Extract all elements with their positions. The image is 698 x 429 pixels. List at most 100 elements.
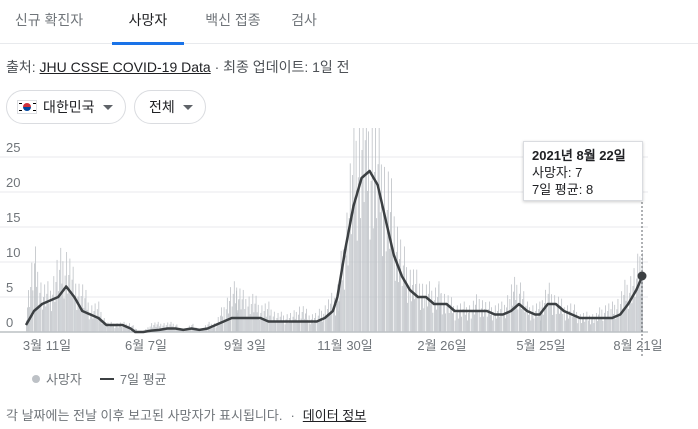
death-bar — [386, 210, 388, 332]
death-bar — [265, 316, 267, 332]
death-bar — [379, 212, 381, 332]
death-bar — [572, 310, 574, 332]
death-bars — [26, 128, 643, 333]
death-bar — [287, 323, 289, 332]
death-bar — [552, 314, 553, 332]
chart-legend: 사망자 7일 평균 — [32, 369, 167, 388]
death-bar — [514, 276, 516, 332]
death-bar — [613, 313, 615, 332]
death-bar — [338, 301, 340, 332]
tab-vaccination[interactable]: 백신 접종 — [205, 12, 261, 28]
death-bar — [562, 313, 564, 332]
death-bar — [390, 212, 391, 332]
death-bar — [522, 299, 524, 332]
death-bar — [472, 300, 474, 332]
death-bar — [361, 150, 363, 332]
death-bar — [392, 248, 394, 332]
death-bar — [600, 317, 602, 332]
tooltip-date: 2021년 8월 22일 — [532, 148, 626, 163]
death-bar — [601, 309, 603, 332]
death-bar — [321, 310, 322, 332]
death-bar — [209, 326, 211, 332]
death-bar — [221, 307, 222, 332]
death-bar — [422, 283, 424, 332]
death-bar — [100, 311, 102, 332]
death-bar — [398, 282, 399, 332]
death-bar — [384, 166, 385, 332]
death-bar — [198, 330, 199, 332]
death-bar — [272, 316, 274, 332]
source-line: 출처: JHU CSSE COVID-19 Data · 최종 업데이트: 1일… — [6, 57, 350, 77]
death-bar — [90, 312, 92, 332]
death-bar — [568, 318, 569, 332]
death-bar — [531, 312, 533, 332]
death-bar — [170, 321, 172, 332]
death-bar — [83, 307, 85, 332]
source-prefix: 출처: — [6, 59, 40, 75]
death-bar — [482, 300, 483, 332]
death-bar — [442, 303, 444, 332]
x-tick-label: 9월 3일 — [224, 338, 266, 353]
death-bar — [491, 307, 492, 332]
death-bar — [291, 321, 292, 332]
death-bar — [460, 303, 461, 332]
death-bar — [616, 309, 618, 332]
death-bar — [433, 300, 435, 332]
korea-flag-icon — [17, 100, 37, 114]
death-bar — [560, 305, 561, 332]
death-bar — [590, 324, 591, 332]
death-bar — [393, 216, 395, 332]
death-bar — [247, 306, 249, 332]
death-bar — [485, 302, 487, 332]
legend-average: 7일 평균 — [119, 372, 167, 387]
death-bar — [229, 301, 230, 332]
death-bar — [300, 318, 302, 332]
bar-legend-icon — [32, 374, 40, 383]
death-bar — [48, 303, 50, 332]
tab-testing[interactable]: 검사 — [291, 12, 317, 28]
death-bar — [336, 303, 337, 332]
death-bar — [464, 314, 466, 332]
death-bar — [323, 313, 325, 332]
death-bar — [67, 293, 69, 332]
death-bar — [30, 287, 32, 332]
death-bar — [539, 320, 541, 332]
death-bar — [302, 306, 304, 332]
death-bar — [429, 281, 430, 332]
death-bar — [382, 256, 383, 332]
death-bar — [226, 297, 228, 332]
death-bar — [624, 279, 626, 332]
death-bar — [76, 310, 78, 332]
death-bar — [339, 278, 341, 332]
death-bar — [224, 319, 226, 332]
data-info-link[interactable]: 데이터 정보 — [302, 408, 367, 423]
death-bar — [456, 305, 458, 332]
tab-new-cases[interactable]: 신규 확진자 — [14, 12, 84, 28]
range-dropdown[interactable]: 전체 — [134, 90, 206, 124]
death-bar — [512, 305, 513, 332]
death-bar — [489, 301, 490, 332]
country-dropdown[interactable]: 대한민국 — [6, 90, 126, 124]
death-bar — [369, 239, 371, 332]
source-link[interactable]: JHU CSSE COVID-19 Data — [39, 59, 211, 75]
death-bar — [101, 323, 103, 332]
death-bar — [377, 164, 379, 332]
death-bar — [215, 327, 217, 332]
death-bar — [529, 307, 531, 332]
death-bar — [233, 281, 235, 332]
death-bar — [607, 311, 609, 332]
death-bar — [462, 309, 464, 332]
death-bar — [98, 301, 100, 332]
death-bar — [637, 253, 639, 332]
death-bar — [461, 316, 462, 332]
death-bar — [200, 331, 202, 332]
y-tick-label: 10 — [6, 245, 20, 260]
death-bar — [455, 312, 457, 332]
death-bar — [606, 318, 608, 332]
tab-bar: 신규 확진자 사망자 백신 접종 검사 — [0, 0, 698, 45]
death-bar — [340, 250, 342, 332]
tab-deaths[interactable]: 사망자 — [112, 0, 184, 45]
death-bar — [185, 329, 187, 332]
death-bar — [230, 287, 231, 332]
deaths-chart[interactable]: 0 5 10 15 20 25 3월 11일 6월 7일 9월 3일 11월 30일 2월 26일… — [0, 128, 698, 360]
